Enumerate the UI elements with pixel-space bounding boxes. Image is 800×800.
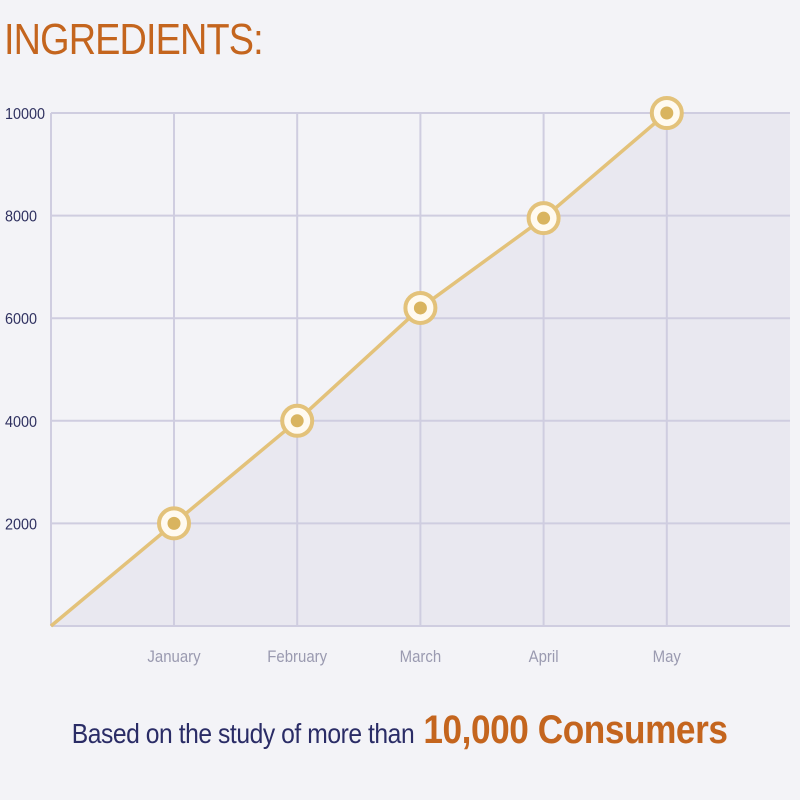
page-title: INGREDIENTS: xyxy=(4,15,264,64)
caption: Based on the study of more than 10,000 C… xyxy=(0,708,800,753)
x-tick-label: March xyxy=(400,648,442,666)
data-point xyxy=(413,301,427,315)
x-tick-label: February xyxy=(267,648,327,666)
data-point xyxy=(660,106,674,120)
y-tick-label: 10000 xyxy=(5,105,45,123)
y-tick-label: 2000 xyxy=(5,516,37,534)
data-point xyxy=(290,414,304,428)
x-tick-label: April xyxy=(529,648,559,666)
series-line xyxy=(49,111,668,628)
line-chart: 2000 4000 6000 8000 10000 January February Marc… xyxy=(5,96,790,666)
caption-text: Based on the study of more than xyxy=(72,718,415,749)
y-tick-label: 4000 xyxy=(5,413,37,431)
data-point xyxy=(167,516,181,530)
data-point xyxy=(537,211,551,225)
y-tick-label: 8000 xyxy=(5,208,37,226)
x-tick-label: January xyxy=(147,648,200,666)
y-tick-label: 6000 xyxy=(5,311,37,329)
caption-highlight: 10,000 Consumers xyxy=(423,708,728,752)
x-tick-label: May xyxy=(653,648,681,666)
caption-line: Based on the study of more than 10,000 C… xyxy=(72,708,728,753)
